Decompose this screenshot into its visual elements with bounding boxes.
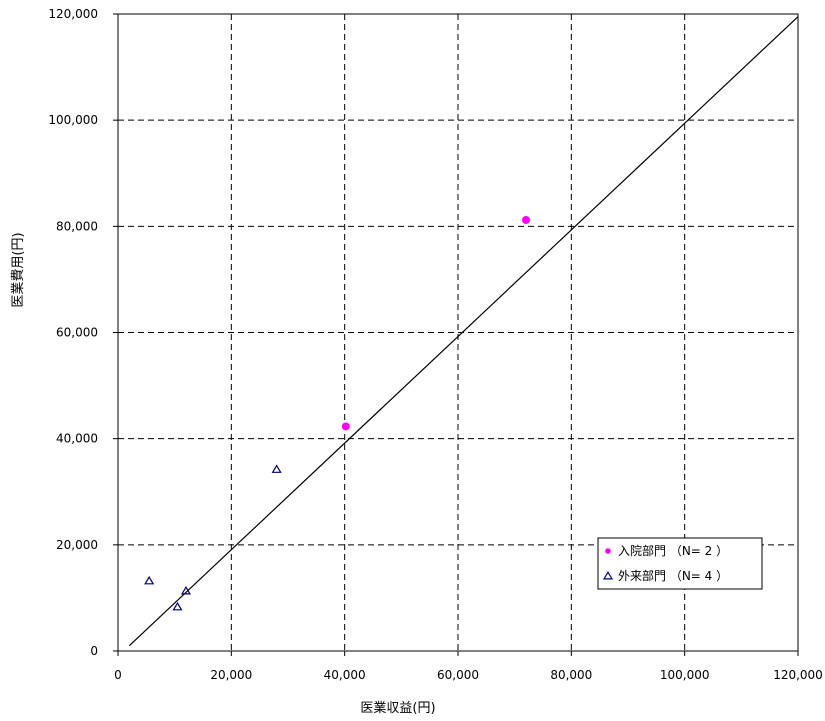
y-axis-title: 医業費用(円): [10, 232, 26, 307]
inpatient-point: [522, 215, 530, 224]
x-tick-label: 80,000: [550, 668, 592, 682]
legend-label: 入院部門 （N= 2 ）: [618, 543, 728, 558]
y-tick-label: 40,000: [56, 432, 98, 446]
legend-circle-marker: [605, 548, 611, 554]
legend-box: [597, 537, 763, 590]
y-tick-label: 100,000: [48, 113, 98, 127]
grid-lines: [118, 14, 798, 651]
data-points: [144, 215, 530, 611]
outpatient-point: [172, 601, 183, 611]
x-axis-title: 医業収益(円): [360, 700, 435, 716]
x-tick-label: 100,000: [660, 668, 710, 682]
y-tick-label: 60,000: [56, 326, 98, 340]
reference-line: [128, 16, 799, 647]
legend-label: 外来部門 （N= 4 ）: [618, 568, 728, 583]
x-tick-label: 60,000: [437, 668, 479, 682]
y-tick-label: 20,000: [56, 538, 98, 552]
legend-triangle-marker: [602, 570, 614, 580]
x-tick-label: 0: [114, 668, 122, 682]
x-tick-label: 20,000: [210, 668, 252, 682]
x-axis-ticks: 0 20,000 40,000 60,000 80,000 100,000 120,000: [114, 651, 823, 682]
legend-items: 入院部門 （N= 2 ） 外来部門 （N= 4 ）: [602, 543, 728, 583]
y-tick-label: 120,000: [48, 7, 98, 21]
inpatient-point: [341, 422, 350, 431]
outpatient-point: [144, 575, 155, 585]
y-tick-label: 80,000: [56, 219, 98, 233]
outpatient-point: [180, 585, 192, 595]
outpatient-point: [271, 464, 282, 473]
x-tick-label: 120,000: [773, 668, 823, 682]
y-axis-ticks: 0 20,000 40,000 60,000 80,000 100,000 120,000: [48, 7, 118, 658]
y-tick-label: 0: [90, 644, 98, 658]
x-tick-label: 40,000: [324, 668, 366, 682]
legend: 入院部門 （N= 2 ） 外来部門 （N= 4 ）: [597, 537, 763, 590]
